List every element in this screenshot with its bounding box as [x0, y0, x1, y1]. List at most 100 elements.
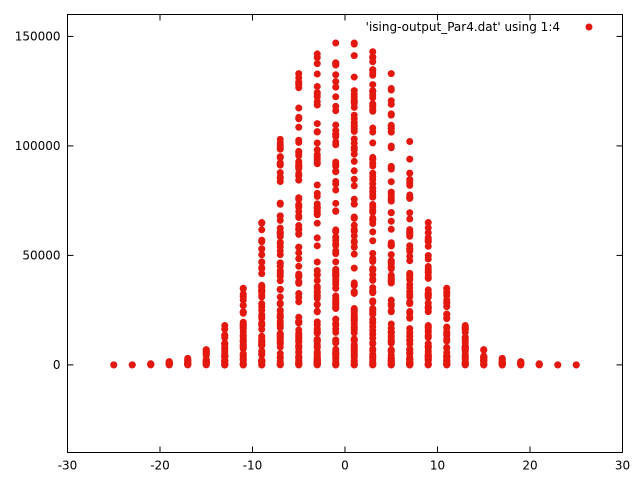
legend: 'ising-output_Par4.dat' using 1:4 — [366, 20, 593, 34]
data-point — [387, 265, 395, 273]
data-point — [461, 360, 469, 368]
data-point — [221, 325, 229, 333]
data-point — [387, 209, 395, 217]
data-point — [461, 333, 469, 341]
data-point — [387, 162, 395, 170]
data-point — [350, 306, 358, 314]
data-point — [239, 331, 247, 339]
data-point — [443, 360, 451, 368]
data-point — [424, 305, 432, 313]
data-point — [387, 328, 395, 336]
data-point — [350, 335, 358, 343]
data-point — [332, 158, 340, 166]
data-point — [332, 39, 340, 47]
data-point — [406, 155, 414, 163]
data-point — [295, 123, 303, 131]
data-point — [239, 301, 247, 309]
data-point — [369, 228, 377, 236]
data-point — [332, 127, 340, 135]
data-point — [387, 178, 395, 186]
data-point — [332, 78, 340, 86]
data-point — [387, 85, 395, 93]
data-point — [258, 219, 266, 227]
data-point — [239, 343, 247, 351]
data-point — [480, 346, 488, 354]
data-point — [387, 338, 395, 346]
data-point — [258, 226, 266, 234]
data-point — [350, 175, 358, 183]
data-point — [369, 100, 377, 108]
data-point — [276, 310, 284, 318]
data-point — [258, 270, 266, 278]
data-point — [313, 350, 321, 358]
data-point — [350, 289, 358, 297]
data-point — [276, 159, 284, 167]
data-point — [369, 81, 377, 89]
data-point — [184, 360, 192, 368]
data-point — [406, 169, 414, 177]
data-point — [295, 273, 303, 281]
data-point — [276, 229, 284, 237]
data-point — [369, 201, 377, 209]
data-point — [406, 257, 414, 265]
data-point — [517, 359, 525, 367]
data-point — [258, 236, 266, 244]
legend-label: 'ising-output_Par4.dat' using 1:4 — [366, 20, 560, 34]
data-point — [332, 328, 340, 336]
data-point — [295, 138, 303, 146]
data-point — [387, 110, 395, 118]
data-point — [332, 236, 340, 244]
data-point — [443, 352, 451, 360]
data-point — [350, 329, 358, 337]
data-point — [387, 100, 395, 108]
data-point — [424, 238, 432, 246]
data-point — [480, 357, 488, 365]
data-point — [406, 280, 414, 288]
data-point — [295, 336, 303, 344]
data-point — [332, 347, 340, 355]
data-point — [313, 234, 321, 242]
data-point — [221, 331, 229, 339]
y-tick-label: 100000 — [15, 139, 61, 153]
data-point — [147, 360, 155, 368]
data-point — [313, 300, 321, 308]
data-point — [387, 191, 395, 199]
data-point — [406, 176, 414, 184]
data-point — [202, 350, 210, 358]
data-point — [239, 293, 247, 301]
data-point — [313, 90, 321, 98]
data-point — [350, 127, 358, 135]
data-point — [424, 290, 432, 298]
data-point — [313, 128, 321, 136]
data-point — [332, 132, 340, 140]
data-point — [332, 107, 340, 115]
data-point — [276, 293, 284, 301]
data-point — [295, 147, 303, 155]
data-point — [295, 326, 303, 334]
data-point — [313, 219, 321, 227]
data-point — [406, 336, 414, 344]
data-point — [350, 115, 358, 123]
data-point — [332, 199, 340, 207]
data-point — [424, 299, 432, 307]
data-point — [387, 217, 395, 225]
data-point — [110, 361, 118, 369]
data-point — [276, 212, 284, 220]
data-point — [258, 341, 266, 349]
data-point — [406, 346, 414, 354]
data-point — [239, 361, 247, 369]
data-point — [221, 361, 229, 369]
data-point — [424, 224, 432, 232]
data-point — [406, 138, 414, 146]
data-point — [313, 139, 321, 147]
data-point — [258, 263, 266, 271]
data-point — [295, 318, 303, 326]
data-point — [313, 277, 321, 285]
data-point — [387, 260, 395, 268]
data-point — [313, 343, 321, 351]
data-point — [313, 327, 321, 335]
data-point — [350, 195, 358, 203]
data-point — [443, 343, 451, 351]
data-point — [369, 359, 377, 367]
